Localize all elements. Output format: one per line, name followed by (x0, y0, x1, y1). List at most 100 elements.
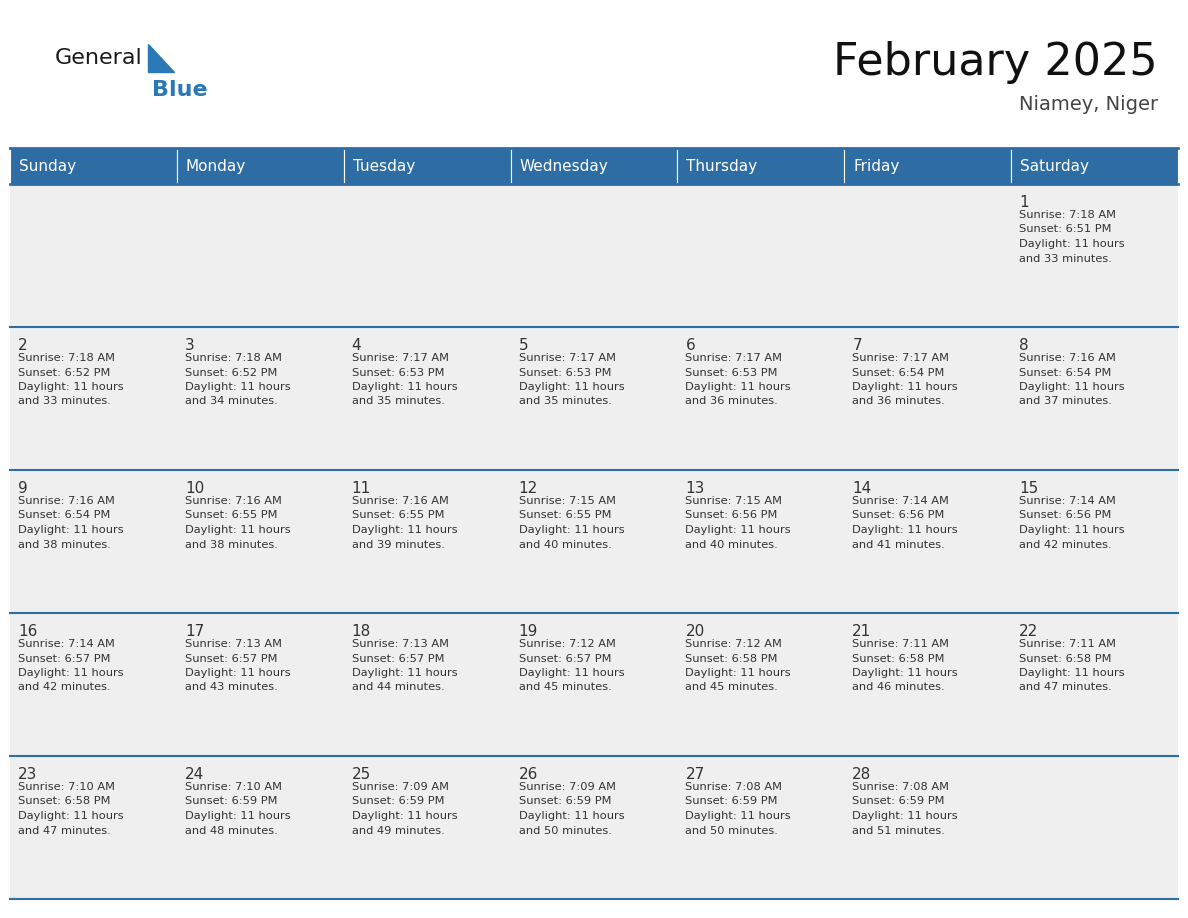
Text: Sunset: 6:53 PM: Sunset: 6:53 PM (352, 367, 444, 377)
Text: Friday: Friday (853, 159, 899, 174)
Text: 17: 17 (185, 624, 204, 639)
Text: Daylight: 11 hours: Daylight: 11 hours (685, 525, 791, 535)
Text: and 36 minutes.: and 36 minutes. (852, 397, 944, 407)
Text: Sunset: 6:58 PM: Sunset: 6:58 PM (852, 654, 944, 664)
Text: and 43 minutes.: and 43 minutes. (185, 682, 278, 692)
Text: 16: 16 (18, 624, 37, 639)
Text: Daylight: 11 hours: Daylight: 11 hours (18, 668, 124, 678)
Text: Sunrise: 7:18 AM: Sunrise: 7:18 AM (1019, 210, 1117, 220)
Text: 27: 27 (685, 767, 704, 782)
Text: Sunrise: 7:09 AM: Sunrise: 7:09 AM (519, 782, 615, 792)
Text: Daylight: 11 hours: Daylight: 11 hours (352, 525, 457, 535)
Text: and 38 minutes.: and 38 minutes. (18, 540, 110, 550)
Text: 4: 4 (352, 338, 361, 353)
Text: Daylight: 11 hours: Daylight: 11 hours (352, 382, 457, 392)
Text: Daylight: 11 hours: Daylight: 11 hours (18, 811, 124, 821)
Text: Sunrise: 7:11 AM: Sunrise: 7:11 AM (1019, 639, 1117, 649)
Bar (10, 756, 1178, 899)
Text: 2: 2 (18, 338, 27, 353)
Text: and 50 minutes.: and 50 minutes. (685, 825, 778, 835)
Text: Sunrise: 7:12 AM: Sunrise: 7:12 AM (685, 639, 783, 649)
Text: Sunset: 6:56 PM: Sunset: 6:56 PM (852, 510, 944, 521)
Bar (10, 327, 1178, 470)
Text: Daylight: 11 hours: Daylight: 11 hours (1019, 382, 1125, 392)
Text: 25: 25 (352, 767, 371, 782)
Text: 5: 5 (519, 338, 529, 353)
Text: Daylight: 11 hours: Daylight: 11 hours (685, 668, 791, 678)
Bar (677, 148, 845, 184)
Text: Daylight: 11 hours: Daylight: 11 hours (519, 525, 624, 535)
Text: Sunrise: 7:17 AM: Sunrise: 7:17 AM (519, 353, 615, 363)
Text: and 33 minutes.: and 33 minutes. (1019, 253, 1112, 263)
Text: Daylight: 11 hours: Daylight: 11 hours (852, 525, 958, 535)
Text: Daylight: 11 hours: Daylight: 11 hours (685, 382, 791, 392)
Text: Niamey, Niger: Niamey, Niger (1019, 95, 1158, 115)
Bar (845, 148, 1011, 184)
Text: Sunset: 6:52 PM: Sunset: 6:52 PM (185, 367, 277, 377)
Text: 21: 21 (852, 624, 872, 639)
Text: Sunset: 6:58 PM: Sunset: 6:58 PM (685, 654, 778, 664)
Text: Sunday: Sunday (19, 159, 76, 174)
Text: and 47 minutes.: and 47 minutes. (18, 825, 110, 835)
Text: Daylight: 11 hours: Daylight: 11 hours (185, 668, 291, 678)
Text: Sunrise: 7:13 AM: Sunrise: 7:13 AM (185, 639, 282, 649)
Text: Sunset: 6:57 PM: Sunset: 6:57 PM (18, 654, 110, 664)
Text: and 35 minutes.: and 35 minutes. (519, 397, 612, 407)
Bar (343, 148, 511, 184)
Text: and 45 minutes.: and 45 minutes. (519, 682, 612, 692)
Bar (10, 184, 1178, 327)
Text: 12: 12 (519, 481, 538, 496)
Text: Daylight: 11 hours: Daylight: 11 hours (352, 668, 457, 678)
Text: Sunrise: 7:16 AM: Sunrise: 7:16 AM (352, 496, 449, 506)
Text: Sunset: 6:55 PM: Sunset: 6:55 PM (352, 510, 444, 521)
Text: Sunset: 6:53 PM: Sunset: 6:53 PM (685, 367, 778, 377)
Bar (1011, 148, 1178, 184)
Text: General: General (55, 48, 143, 68)
Text: and 49 minutes.: and 49 minutes. (352, 825, 444, 835)
Text: Sunrise: 7:18 AM: Sunrise: 7:18 AM (18, 353, 115, 363)
Text: Sunset: 6:58 PM: Sunset: 6:58 PM (18, 797, 110, 807)
Bar (10, 613, 1178, 756)
Text: Sunrise: 7:12 AM: Sunrise: 7:12 AM (519, 639, 615, 649)
Text: Sunset: 6:55 PM: Sunset: 6:55 PM (519, 510, 611, 521)
Text: Sunrise: 7:16 AM: Sunrise: 7:16 AM (185, 496, 282, 506)
Text: 22: 22 (1019, 624, 1038, 639)
Text: Sunrise: 7:13 AM: Sunrise: 7:13 AM (352, 639, 449, 649)
Bar (10, 470, 1178, 613)
Text: Sunset: 6:59 PM: Sunset: 6:59 PM (852, 797, 944, 807)
Text: 3: 3 (185, 338, 195, 353)
Text: and 35 minutes.: and 35 minutes. (352, 397, 444, 407)
Text: Daylight: 11 hours: Daylight: 11 hours (185, 811, 291, 821)
Text: Sunset: 6:59 PM: Sunset: 6:59 PM (519, 797, 611, 807)
Text: and 46 minutes.: and 46 minutes. (852, 682, 944, 692)
Text: Tuesday: Tuesday (353, 159, 415, 174)
Text: Daylight: 11 hours: Daylight: 11 hours (1019, 668, 1125, 678)
Text: 11: 11 (352, 481, 371, 496)
Text: Sunset: 6:57 PM: Sunset: 6:57 PM (185, 654, 277, 664)
Text: Saturday: Saturday (1020, 159, 1089, 174)
Text: Wednesday: Wednesday (519, 159, 608, 174)
Text: Daylight: 11 hours: Daylight: 11 hours (519, 811, 624, 821)
Text: 8: 8 (1019, 338, 1029, 353)
Text: Sunset: 6:59 PM: Sunset: 6:59 PM (685, 797, 778, 807)
Text: and 37 minutes.: and 37 minutes. (1019, 397, 1112, 407)
Text: and 51 minutes.: and 51 minutes. (852, 825, 946, 835)
Text: Daylight: 11 hours: Daylight: 11 hours (1019, 525, 1125, 535)
Text: and 40 minutes.: and 40 minutes. (685, 540, 778, 550)
Text: Sunrise: 7:16 AM: Sunrise: 7:16 AM (1019, 353, 1116, 363)
Text: and 44 minutes.: and 44 minutes. (352, 682, 444, 692)
Text: Sunset: 6:59 PM: Sunset: 6:59 PM (185, 797, 277, 807)
Text: Sunrise: 7:10 AM: Sunrise: 7:10 AM (18, 782, 115, 792)
Text: Daylight: 11 hours: Daylight: 11 hours (519, 382, 624, 392)
Text: Sunrise: 7:14 AM: Sunrise: 7:14 AM (18, 639, 115, 649)
Text: Sunset: 6:54 PM: Sunset: 6:54 PM (18, 510, 110, 521)
Bar (10, 899, 1178, 918)
Text: Sunset: 6:56 PM: Sunset: 6:56 PM (1019, 510, 1112, 521)
Text: 6: 6 (685, 338, 695, 353)
Text: February 2025: February 2025 (833, 40, 1158, 84)
Text: Daylight: 11 hours: Daylight: 11 hours (185, 525, 291, 535)
Text: and 36 minutes.: and 36 minutes. (685, 397, 778, 407)
Text: 1: 1 (1019, 195, 1029, 210)
Text: Thursday: Thursday (687, 159, 758, 174)
Text: Sunset: 6:59 PM: Sunset: 6:59 PM (352, 797, 444, 807)
